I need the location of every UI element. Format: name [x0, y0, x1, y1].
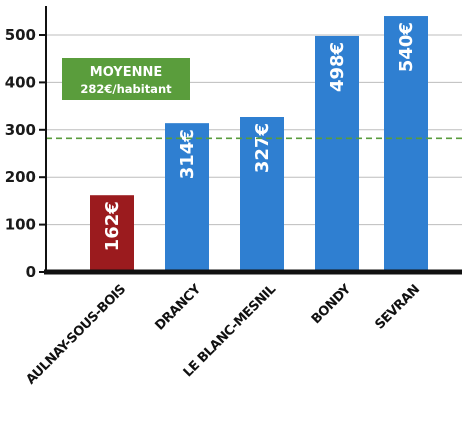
- average-label-value: 282€/habitant: [80, 82, 172, 96]
- bars: 162€ 314€ 327€ 498€ 540€: [90, 16, 428, 273]
- y-tick-label: 200: [5, 168, 36, 186]
- y-axis-ticks: 0 100 200 300 400 500: [5, 26, 46, 281]
- category-label: BONDY: [309, 281, 355, 327]
- category-label: AULNAY-SOUS-BOIS: [23, 282, 128, 387]
- bar-value-label: 162€: [102, 201, 123, 251]
- category-label: SEVRAN: [372, 282, 422, 332]
- y-tick-label: 0: [26, 263, 36, 281]
- bar: [315, 35, 359, 273]
- bar: [90, 195, 134, 272]
- average-box: MOYENNE 282€/habitant: [62, 58, 190, 100]
- bar-value-label: 327€: [252, 123, 273, 173]
- bar-value-label: 540€: [396, 22, 417, 72]
- category-label: DRANCY: [152, 281, 204, 333]
- bar: [384, 16, 428, 272]
- y-tick-label: 100: [5, 216, 36, 234]
- average-box-background: [62, 58, 190, 100]
- y-tick-label: 400: [5, 73, 36, 91]
- y-tick-label: 500: [5, 26, 36, 44]
- bar-value-label: 314€: [177, 129, 198, 179]
- bar: [165, 123, 209, 272]
- average-label-title: MOYENNE: [90, 65, 162, 80]
- bar-value-label: 498€: [327, 42, 348, 92]
- y-tick-label: 300: [5, 121, 36, 139]
- bar: [240, 117, 284, 272]
